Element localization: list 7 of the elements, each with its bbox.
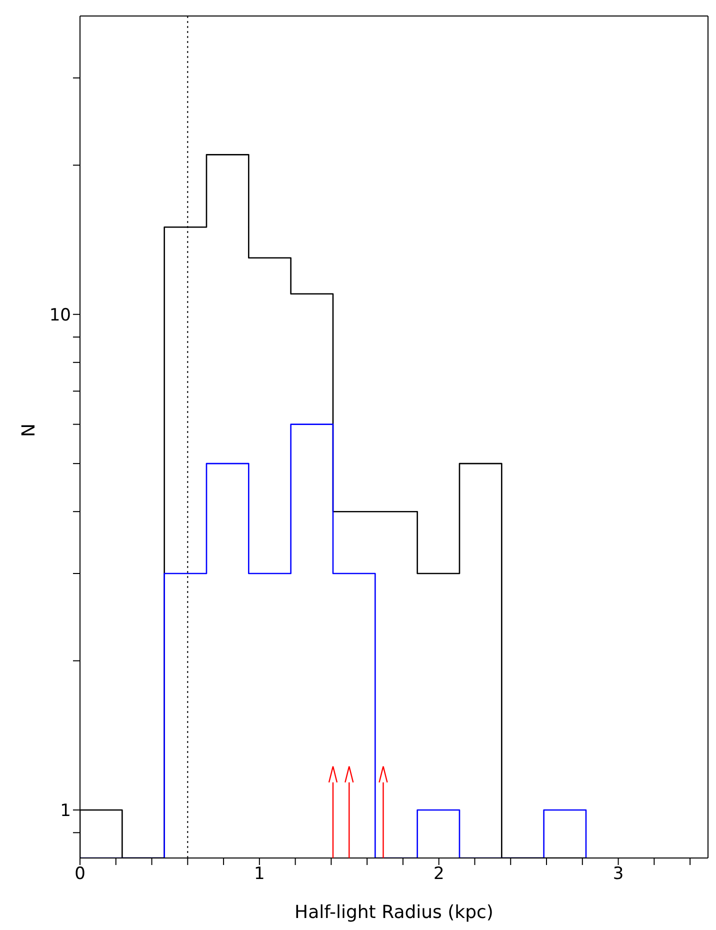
x-axis-title: Half-light Radius (kpc) [294,902,494,923]
x-tick-label: 1 [254,864,265,884]
y-tick-label: 10 [49,305,71,326]
x-tick-label: 2 [433,864,444,884]
x-tick-label: 0 [74,864,86,884]
x-tick-label: 3 [612,864,624,884]
y-axis-title: N [18,424,40,437]
